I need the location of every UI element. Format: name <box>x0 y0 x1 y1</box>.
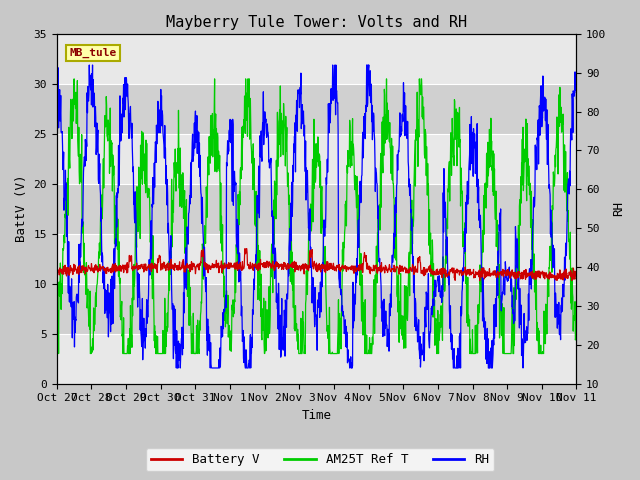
Bar <box>57 284 577 334</box>
Text: MB_tule: MB_tule <box>70 48 117 58</box>
X-axis label: Time: Time <box>301 409 332 422</box>
Bar <box>57 334 577 384</box>
Bar <box>57 84 577 134</box>
Bar <box>57 34 577 84</box>
Bar <box>57 234 577 284</box>
Y-axis label: RH: RH <box>612 201 625 216</box>
Bar <box>57 134 577 184</box>
Y-axis label: BattV (V): BattV (V) <box>15 175 28 242</box>
Bar <box>57 184 577 234</box>
Title: Mayberry Tule Tower: Volts and RH: Mayberry Tule Tower: Volts and RH <box>166 15 467 30</box>
Legend: Battery V, AM25T Ref T, RH: Battery V, AM25T Ref T, RH <box>146 448 494 471</box>
